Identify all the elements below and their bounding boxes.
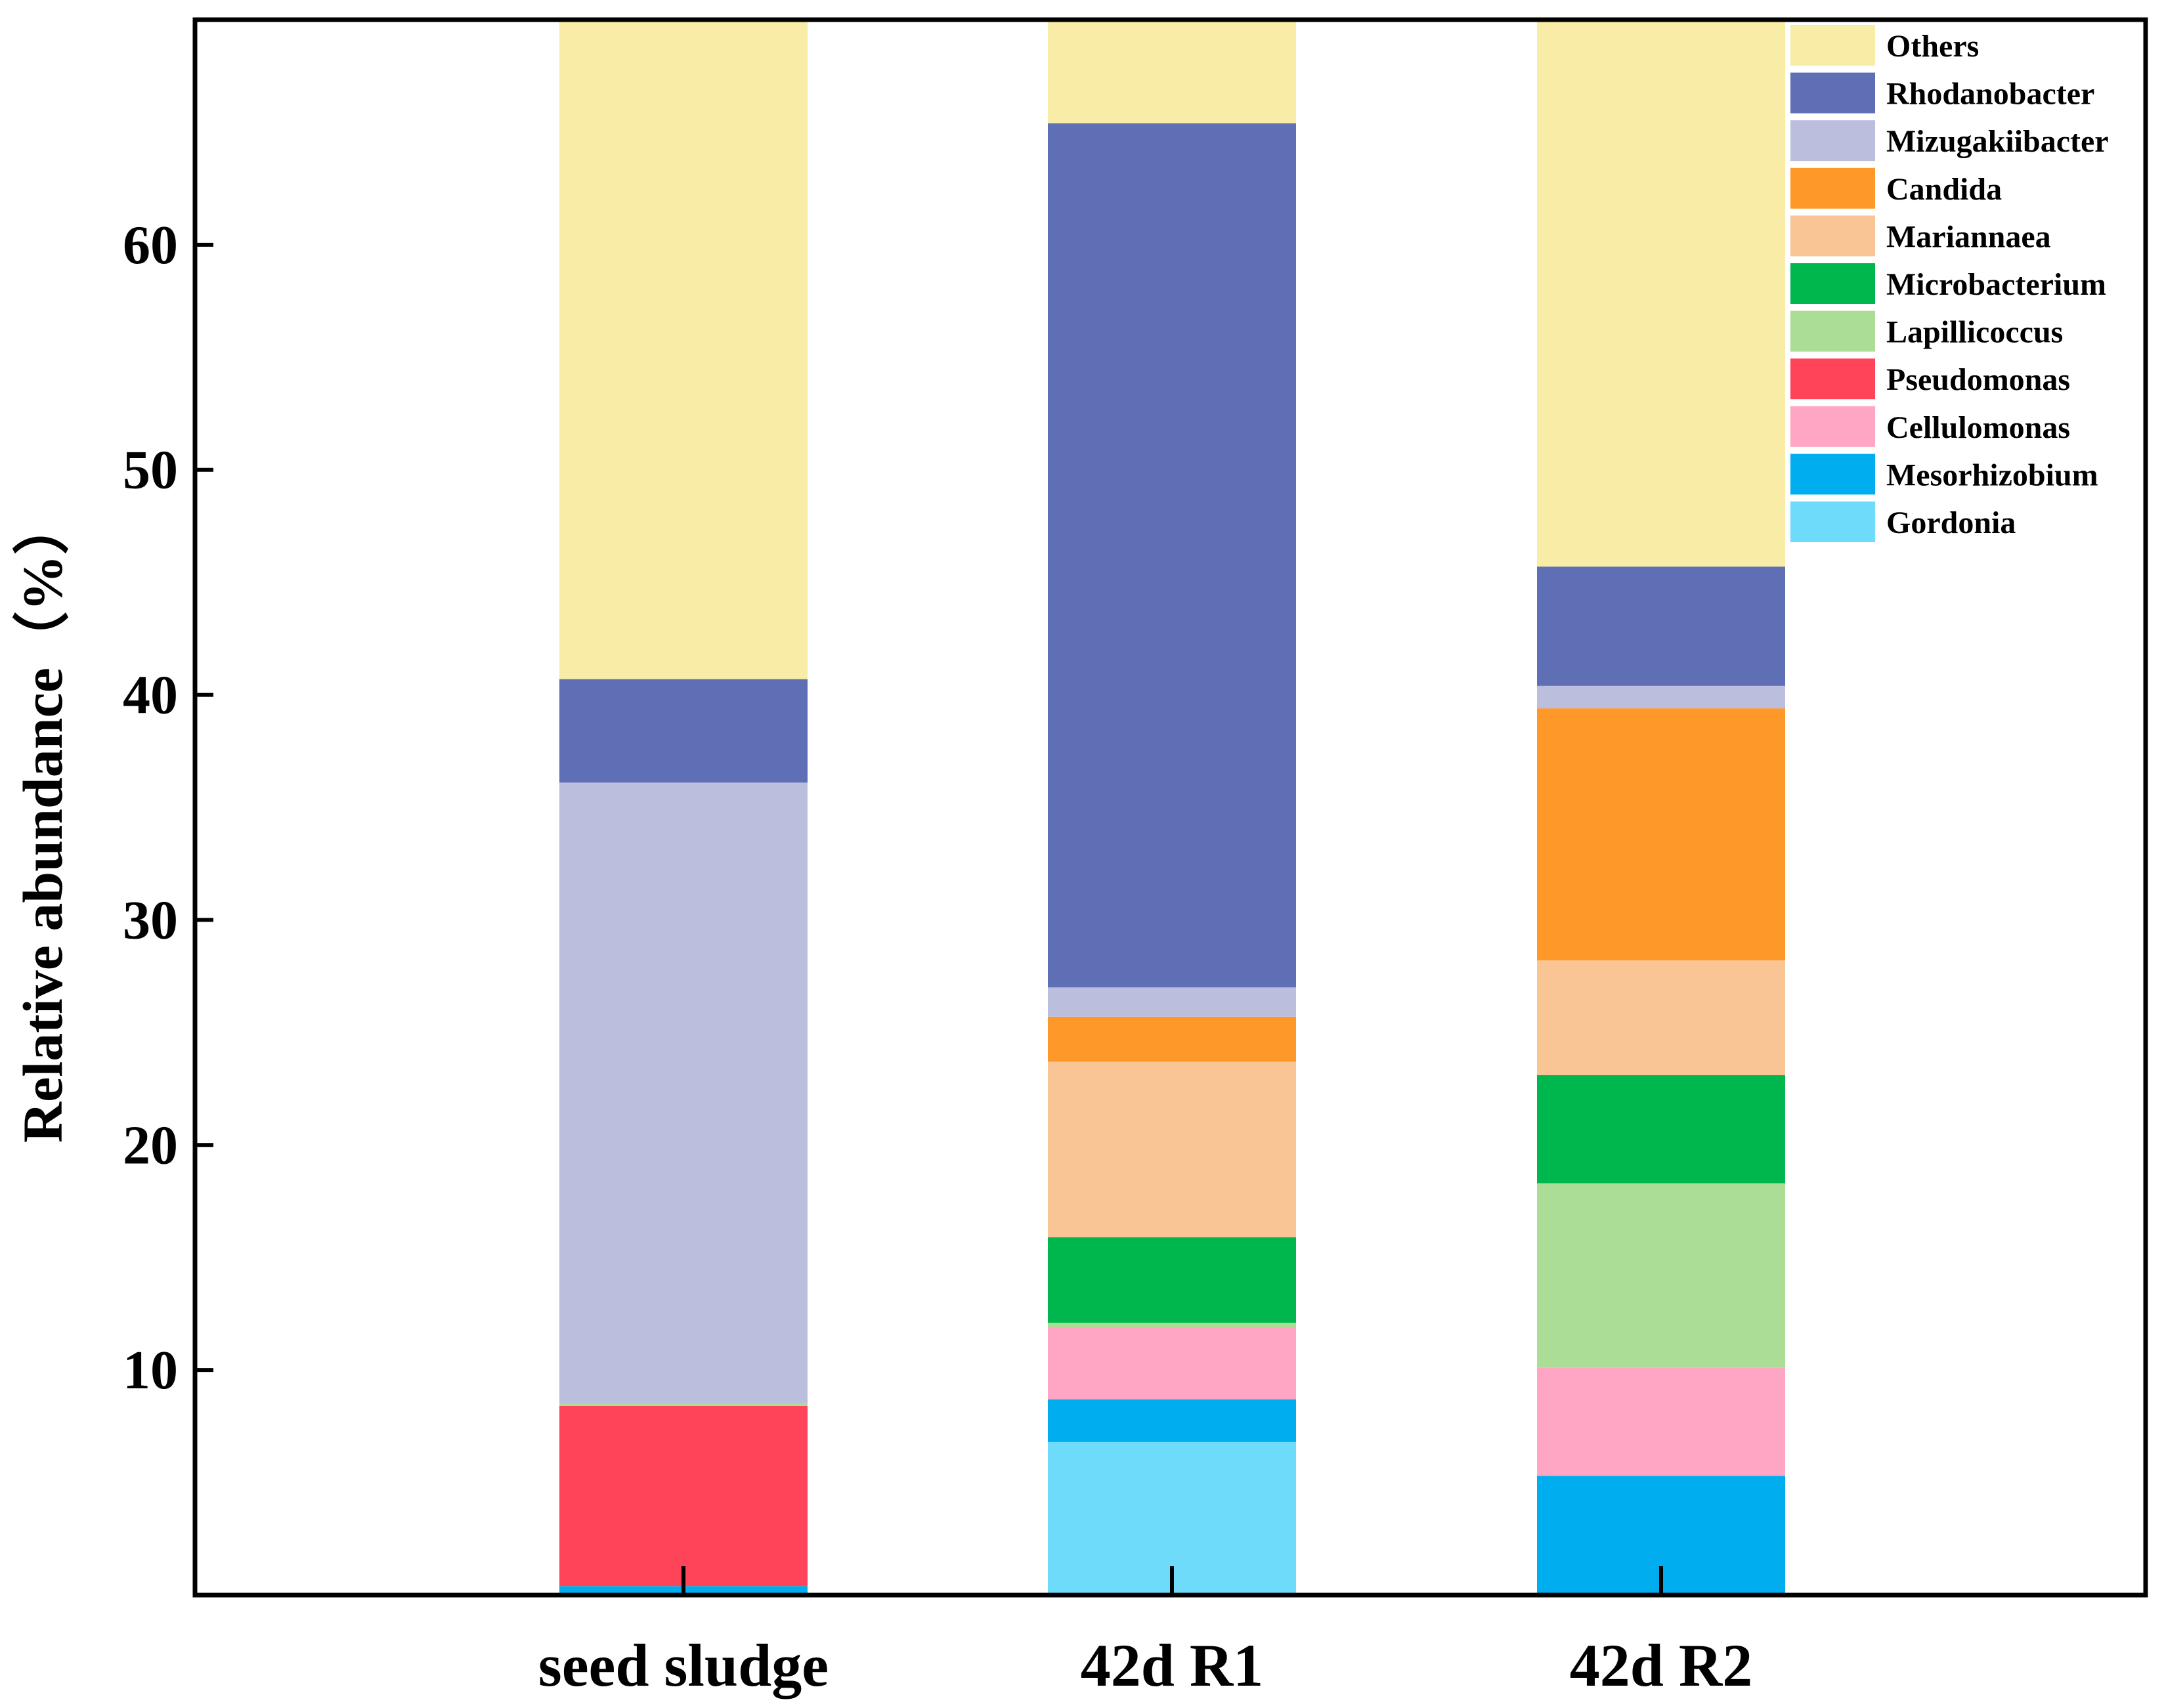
- bar-segment-seed-sludge-pseudomonas: [559, 1406, 808, 1587]
- bar-segment-42d-r2-candida: [1537, 708, 1785, 961]
- bar-segment-42d-r2-microbacterium: [1537, 1075, 1785, 1184]
- legend-swatch-microbacterium: [1790, 263, 1875, 304]
- bar-segment-seed-sludge-others: [559, 20, 808, 679]
- legend-label-mariannaea: Mariannaea: [1886, 219, 2051, 254]
- legend-swatch-cellulomonas: [1790, 406, 1875, 447]
- x-tick-label-42d-r1: 42d R1: [1081, 1632, 1264, 1699]
- bar-segment-seed-sludge-lapillicoccus: [559, 1403, 808, 1406]
- bar-segment-42d-r1-mariannaea: [1048, 1061, 1296, 1237]
- bar-segment-42d-r2-others: [1537, 20, 1785, 567]
- legend-label-microbacterium: Microbacterium: [1886, 267, 2106, 302]
- bar-segment-seed-sludge-mizugakiibacter: [559, 782, 808, 1404]
- bar-segment-seed-sludge-rhodanobacter: [559, 679, 808, 783]
- legend-label-pseudomonas: Pseudomonas: [1886, 362, 2070, 397]
- bar-segment-42d-r1-mizugakiibacter: [1048, 987, 1296, 1017]
- legend-label-candida: Candida: [1886, 172, 2002, 207]
- bar-segment-42d-r2-lapillicoccus: [1537, 1183, 1785, 1368]
- bar-segment-42d-r2-mariannaea: [1537, 960, 1785, 1075]
- bar-segment-42d-r1-cellulomonas: [1048, 1327, 1296, 1399]
- legend: Others Rhodanobacter Mizugakiibacter Candid…: [1790, 25, 2109, 542]
- legend-label-lapillicoccus: Lapillicoccus: [1886, 315, 2063, 350]
- legend-swatch-rhodanobacter: [1790, 72, 1875, 114]
- legend-label-others: Others: [1886, 29, 1979, 64]
- bar-stack-42d-r2: [1537, 20, 1785, 1595]
- legend-swatch-others: [1790, 25, 1875, 66]
- bar-segment-42d-r1-mesorhizobium: [1048, 1399, 1296, 1442]
- legend-label-cellulomonas: Cellulomonas: [1886, 410, 2070, 445]
- bar-stack-seed-sludge: [559, 20, 808, 1595]
- bar-segment-42d-r1-rhodanobacter: [1048, 123, 1296, 988]
- y-tick-label-20: 20: [123, 1115, 178, 1176]
- x-tick-label-42d-r2: 42d R2: [1570, 1632, 1753, 1699]
- x-tick-label-seed-sludge: seed sludge: [538, 1632, 829, 1699]
- y-tick-label-50: 50: [123, 440, 178, 501]
- bar-stack-42d-r1: [1048, 20, 1296, 1595]
- bar-segment-42d-r1-others: [1048, 20, 1296, 123]
- legend-swatch-lapillicoccus: [1790, 310, 1875, 352]
- y-tick-label-30: 30: [123, 889, 178, 950]
- bar-segment-42d-r2-mizugakiibacter: [1537, 685, 1785, 709]
- bar-segment-42d-r1-lapillicoccus: [1048, 1323, 1296, 1327]
- legend-swatch-mariannaea: [1790, 215, 1875, 257]
- y-tick-label-40: 40: [123, 665, 178, 726]
- legend-label-gordonia: Gordonia: [1886, 505, 2016, 540]
- legend-swatch-gordonia: [1790, 502, 1875, 542]
- legend-swatch-mizugakiibacter: [1790, 120, 1875, 161]
- legend-swatch-mesorhizobium: [1790, 454, 1875, 495]
- bar-segment-42d-r2-rhodanobacter: [1537, 566, 1785, 686]
- bar-segment-42d-r1-microbacterium: [1048, 1237, 1296, 1323]
- bars-layer: [559, 20, 1785, 1595]
- legend-label-mizugakiibacter: Mizugakiibacter: [1886, 124, 2109, 159]
- bar-segment-42d-r1-candida: [1048, 1016, 1296, 1062]
- bar-segment-42d-r2-cellulomonas: [1537, 1367, 1785, 1476]
- legend-label-rhodanobacter: Rhodanobacter: [1886, 77, 2094, 112]
- y-tick-label-60: 60: [123, 215, 178, 276]
- y-tick-label-10: 10: [123, 1340, 178, 1401]
- y-axis-label: Relative abundance（%）: [11, 498, 74, 1143]
- legend-swatch-pseudomonas: [1790, 358, 1875, 400]
- y-axis: 10 20 30 40 50 60: [123, 215, 213, 1401]
- legend-label-mesorhizobium: Mesorhizobium: [1886, 458, 2098, 492]
- legend-swatch-candida: [1790, 167, 1875, 209]
- x-axis: seed sludge 42d R1 42d R2: [538, 1566, 1752, 1699]
